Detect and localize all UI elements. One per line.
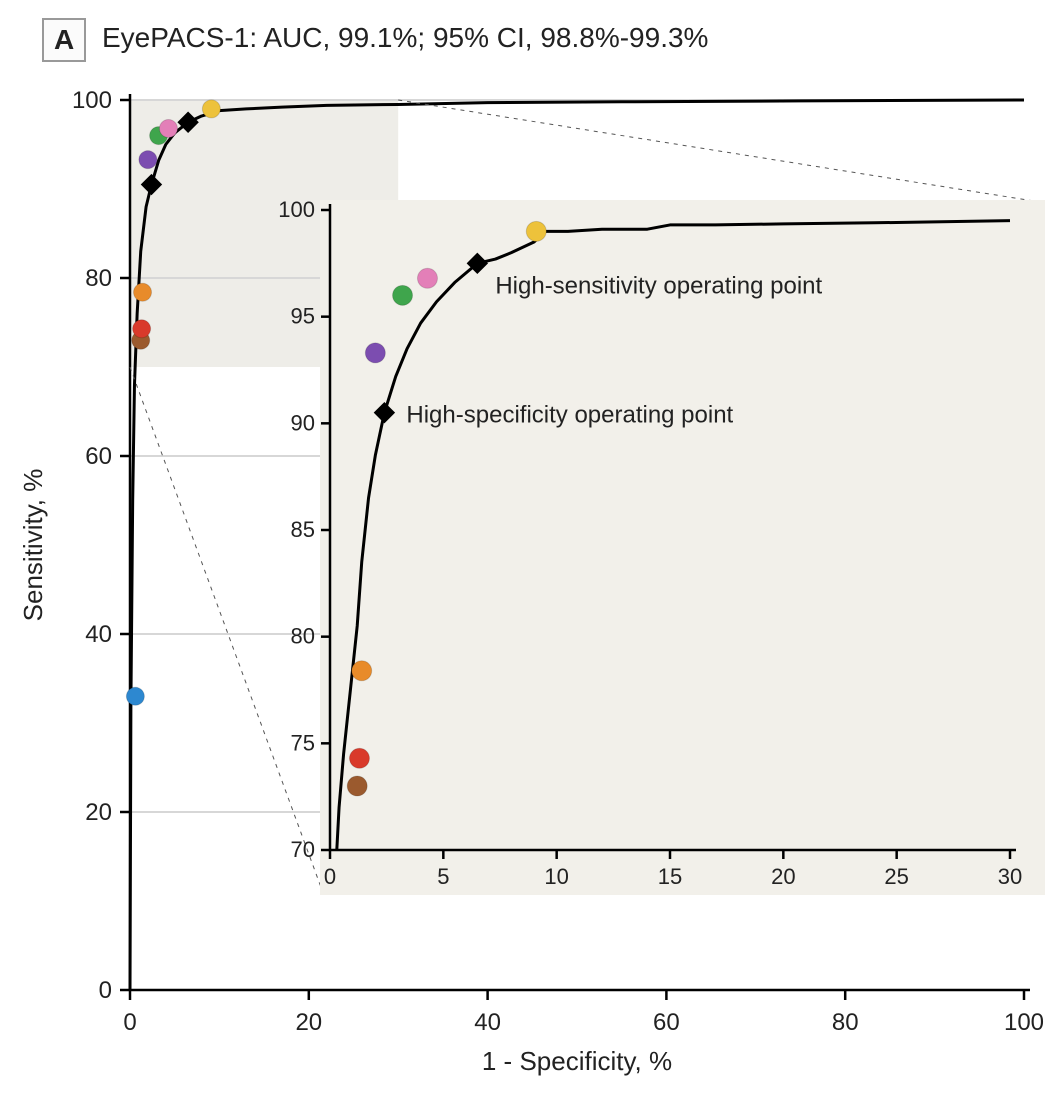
y-tick-label: 40 bbox=[85, 621, 112, 648]
inset-y-tick-label: 75 bbox=[291, 730, 315, 755]
inset-x-tick-label: 20 bbox=[771, 864, 795, 889]
y-tick-label: 60 bbox=[85, 443, 112, 470]
inset-y-tick-label: 80 bbox=[291, 624, 315, 649]
inset-grader-point-brown bbox=[347, 776, 367, 796]
inset-y-tick-label: 90 bbox=[291, 410, 315, 435]
grader-point-pink bbox=[159, 119, 177, 137]
inset-x-tick-label: 25 bbox=[884, 864, 908, 889]
inset-x-tick-label: 10 bbox=[544, 864, 568, 889]
y-tick-label: 0 bbox=[99, 977, 112, 1004]
chart-title: EyePACS-1: AUC, 99.1%; 95% CI, 98.8%-99.… bbox=[102, 22, 708, 54]
y-axis-title: Sensitivity, % bbox=[18, 469, 48, 622]
inset-grader-point-purple bbox=[365, 343, 385, 363]
panel-label: A bbox=[42, 18, 86, 62]
inset-x-tick-label: 15 bbox=[658, 864, 682, 889]
x-tick-label: 40 bbox=[474, 1009, 501, 1036]
roc-figure: 020406080100020406080100Sensitivity, %1 … bbox=[0, 70, 1064, 1110]
inset-grader-point-green bbox=[393, 285, 413, 305]
x-tick-label: 60 bbox=[653, 1009, 680, 1036]
inset-x-tick-label: 0 bbox=[324, 864, 336, 889]
annotation-high-sensitivity: High-sensitivity operating point bbox=[495, 272, 822, 299]
x-axis-title: 1 - Specificity, % bbox=[482, 1046, 672, 1076]
grader-point-purple bbox=[139, 151, 157, 169]
grader-point-yellow bbox=[202, 100, 220, 118]
inset-x-tick-label: 30 bbox=[998, 864, 1022, 889]
inset-roc-chart: 0 5 10 15 20 25 30 70 75 80 85 90 95 100 High-sensitiv… bbox=[278, 197, 1045, 895]
inset-x-tick-label: 5 bbox=[437, 864, 449, 889]
x-tick-label: 20 bbox=[295, 1009, 322, 1036]
x-tick-label: 0 bbox=[123, 1009, 136, 1036]
inset-y-tick-label: 85 bbox=[291, 517, 315, 542]
inset-y-tick-label: 100 bbox=[278, 197, 315, 222]
inset-grader-point-pink bbox=[417, 268, 437, 288]
y-tick-label: 100 bbox=[72, 87, 112, 114]
inset-grader-point-orange bbox=[352, 661, 372, 681]
y-tick-label: 80 bbox=[85, 265, 112, 292]
annotation-high-specificity: High-specificity operating point bbox=[406, 402, 733, 429]
grader-point-red bbox=[133, 320, 151, 338]
inset-y-tick-label: 95 bbox=[291, 304, 315, 329]
grader-point-blue bbox=[126, 687, 144, 705]
grader-point-orange bbox=[134, 283, 152, 301]
inset-background bbox=[320, 200, 1045, 895]
y-tick-label: 20 bbox=[85, 799, 112, 826]
zoom-connector-top bbox=[398, 100, 1040, 202]
inset-grader-point-yellow bbox=[526, 221, 546, 241]
x-tick-label: 80 bbox=[832, 1009, 859, 1036]
x-tick-label: 100 bbox=[1004, 1009, 1044, 1036]
inset-grader-point-red bbox=[349, 748, 369, 768]
inset-y-tick-label: 70 bbox=[291, 837, 315, 862]
